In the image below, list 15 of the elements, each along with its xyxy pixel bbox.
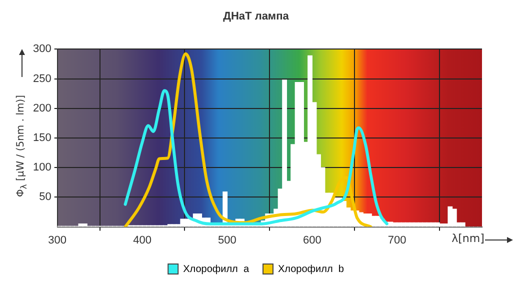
y-tick-label: 200 — [32, 102, 52, 114]
chart-title: ДНаТ лампа — [223, 10, 290, 23]
legend-label: Хлорофилл b — [278, 264, 344, 275]
legend-label: Хлорофилл a — [183, 264, 250, 275]
y-tick-label: 250 — [32, 72, 52, 85]
x-tick-label: 400 — [133, 234, 152, 246]
y-tick-label: 100 — [32, 162, 52, 174]
y-tick-label: 300 — [32, 43, 52, 56]
x-axis-title: λ[nm] — [452, 232, 484, 246]
y-tick-label: 150 — [32, 132, 52, 144]
x-tick-label: 600 — [302, 234, 322, 246]
x-tick-label: 500 — [218, 234, 236, 246]
y-tick-label: 50 — [39, 191, 52, 204]
x-tick-label: 300 — [48, 234, 67, 246]
x-tick-label: 700 — [388, 234, 406, 246]
